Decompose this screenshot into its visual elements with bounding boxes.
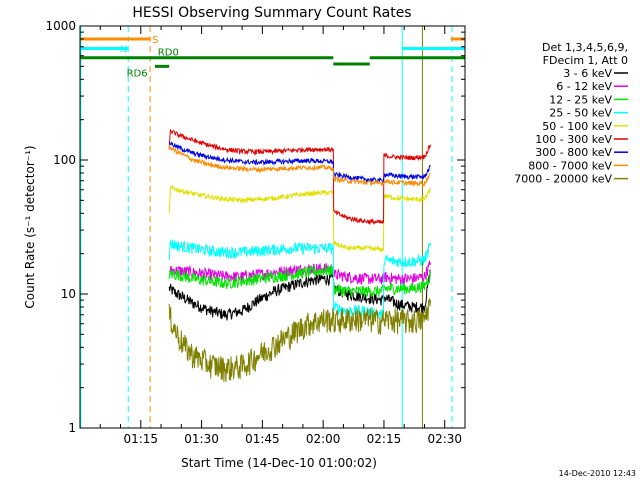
y-axis-label: Count Rate (s⁻¹ detector⁻¹) [23, 145, 37, 308]
y-tick-label: 1 [68, 421, 76, 435]
legend-entry-label: 6 - 12 keV [556, 80, 612, 93]
legend-header-line-2: FDecim 1, Att 0 [543, 54, 628, 67]
series-line [168, 264, 432, 298]
x-tick-label: 01:30 [184, 432, 219, 446]
flag-label: RD6 [127, 68, 148, 79]
legend-entry-label: 800 - 7000 keV [528, 159, 612, 172]
series-lines [168, 129, 432, 382]
series-line [169, 260, 432, 286]
flag-bars: S N RD6 RD0 [80, 35, 465, 79]
series-line [168, 298, 432, 382]
x-tick-label: 02:15 [367, 432, 402, 446]
series-line [168, 144, 431, 188]
plot-frame [79, 25, 466, 429]
series-line [168, 269, 431, 321]
axes: 01:15 01:30 01:45 02:00 02:15 02:30 1 10 100 1000 [45, 19, 466, 446]
y-tick-label: 100 [53, 153, 76, 167]
x-tick-label: 02:00 [306, 432, 341, 446]
legend-entry-label: 50 - 100 keV [542, 120, 612, 133]
legend-entry-label: 25 - 50 keV [549, 107, 612, 120]
series-line [168, 239, 432, 319]
chart-title: HESSI Observing Summary Count Rates [132, 5, 411, 21]
legend-entry-label: 3 - 6 keV [563, 67, 612, 80]
x-tick-label: 01:15 [123, 432, 158, 446]
vertical-markers [80, 26, 453, 428]
x-tick-label: 01:45 [245, 432, 280, 446]
series-line [168, 184, 432, 254]
x-tick-label: 02:30 [427, 432, 462, 446]
legend-entry-label: 100 - 300 keV [535, 133, 612, 146]
flag-label: RD0 [158, 48, 179, 59]
legend-header-line-1: Det 1,3,4,5,6,9, [542, 41, 628, 54]
flag-label: N [120, 44, 127, 55]
x-axis-label: Start Time (14-Dec-10 01:00:02) [181, 456, 377, 470]
series-line [168, 141, 431, 184]
legend-entry-label: 7000 - 20000 keV [514, 173, 612, 186]
flag-label: S [152, 35, 158, 46]
timestamp-footer: 14-Dec-2010 12:43 [559, 469, 636, 478]
y-tick-label: 1000 [45, 19, 76, 33]
legend-entry-label: 300 - 800 keV [535, 146, 612, 159]
legend-entry-label: 12 - 25 keV [549, 93, 612, 106]
y-tick-label: 10 [61, 287, 76, 301]
series-line [168, 129, 432, 226]
